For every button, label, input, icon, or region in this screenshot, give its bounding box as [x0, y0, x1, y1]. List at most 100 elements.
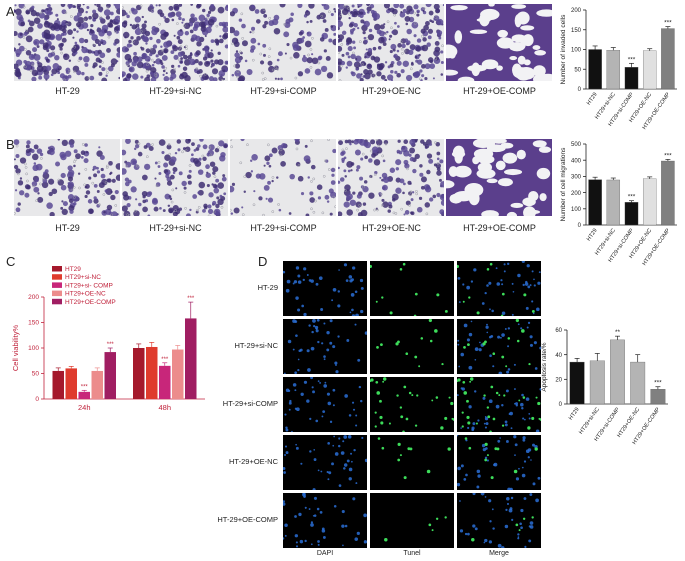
bar-D-2	[589, 360, 605, 405]
bar-A-2	[606, 50, 621, 90]
significance-label: ***	[664, 20, 672, 27]
y-tick-label: 400	[571, 158, 582, 164]
fluorescence-image-r3-c2	[370, 377, 454, 432]
invasion-image-3	[230, 4, 336, 81]
panel-a-label: A	[6, 4, 15, 19]
y-tick-label: 200	[28, 294, 39, 301]
bar-C-2-2	[146, 346, 158, 399]
bar-A-4	[642, 50, 657, 90]
legend-swatch	[52, 298, 62, 305]
bar-C-1-3	[78, 391, 90, 399]
significance-label: ***	[628, 56, 636, 63]
significance-label: ***	[107, 342, 115, 348]
legend-swatch	[52, 282, 62, 288]
panel-a-caption-3: HT-29+si-COMP	[250, 86, 317, 96]
y-tick-label: 0	[578, 223, 582, 229]
significance-label: ***	[81, 384, 89, 390]
y-tick-label: 200	[571, 8, 582, 14]
y-axis-label: Cell viability%	[11, 325, 20, 372]
panel-b-caption-5: HT-29+OE-COMP	[463, 223, 536, 233]
x-tick-label: HT29	[568, 407, 581, 422]
significance-label: ***	[664, 152, 672, 159]
fluorescence-image-r1-c1	[283, 261, 367, 316]
y-axis-label: Number of invaded cells	[560, 14, 567, 84]
chart-C: 0 50 100 150 200 *** *** 24h *** *** 48h Cell viabi…	[11, 266, 205, 412]
y-tick-label: 150	[571, 28, 582, 34]
fluorescence-image-r2-c1	[283, 319, 367, 374]
bar-C-2-5	[185, 318, 197, 399]
bar-C-1-1	[52, 370, 64, 399]
x-tick-label: 48h	[158, 403, 171, 412]
y-tick-label: 60	[555, 328, 562, 334]
y-tick-label: 0	[578, 87, 582, 93]
legend-swatch	[52, 290, 62, 297]
panel-c-label: C	[6, 254, 16, 269]
y-tick-label: 150	[28, 320, 39, 327]
migration-image-2	[122, 139, 228, 216]
invasion-image-4	[338, 4, 444, 81]
panel-a-caption-5: HT-29+OE-COMP	[463, 86, 536, 96]
panel-d-col-label-dapi: DAPI	[316, 550, 334, 557]
bar-B-4	[642, 178, 657, 226]
panel-d-row-label-1: HT-29	[257, 283, 278, 292]
bar-D-5	[650, 389, 666, 405]
fluorescence-image-r3-c3	[457, 377, 541, 432]
y-tick-label: 20	[555, 378, 562, 384]
panel-d-row-label-4: HT-29+OE-NC	[229, 457, 278, 466]
bar-D-4	[630, 361, 646, 405]
panel-b-label: B	[6, 137, 15, 152]
panel-d-col-label-tunel: Tunel	[403, 550, 421, 557]
invasion-image-5	[446, 4, 552, 81]
legend-entry: HT29+OE-COMP	[65, 299, 116, 306]
panel-d-col-label-merge: Merge	[489, 550, 509, 557]
bar-D-3	[610, 339, 625, 405]
y-tick-label: 100	[571, 207, 582, 213]
bar-C-2-1	[133, 348, 145, 399]
fluorescence-image-r4-c3	[457, 435, 541, 490]
fluorescence-image-r1-c3	[457, 261, 541, 316]
fluorescence-image-r2-c3	[457, 319, 541, 374]
legend-swatch	[52, 274, 62, 280]
bar-C-2-3	[159, 365, 171, 399]
x-tick-label: HT29	[586, 228, 599, 243]
y-tick-label: 200	[571, 191, 582, 197]
invasion-image-1	[14, 4, 120, 81]
panel-b-caption-3: HT-29+si-COMP	[250, 223, 317, 233]
panel-a-caption-1: HT-29	[55, 86, 80, 96]
chart-D: 0204060HT29HT29+si-NC**HT29+si-COMPHT29+…	[541, 328, 668, 446]
migration-image-3	[230, 139, 336, 216]
bar-A-3	[624, 67, 639, 90]
legend-swatch	[52, 266, 62, 272]
y-tick-label: 500	[571, 142, 582, 148]
legend-entry: HT29+si- COMP	[65, 282, 113, 289]
legend-entry: HT29+OE-NC	[65, 291, 106, 298]
x-tick-label: HT29+si-NC	[578, 407, 601, 436]
chart-A: 050100150200HT29HT29+si-NC***HT29+si-COM…	[560, 8, 677, 131]
bar-B-2	[606, 179, 621, 226]
bar-B-5	[661, 160, 675, 226]
y-tick-label: 50	[574, 67, 581, 73]
y-axis-label: Apoptosis rate/%	[541, 342, 548, 391]
x-tick-label: HT29	[586, 92, 599, 107]
y-tick-label: 300	[571, 175, 582, 181]
panel-d-row-label-5: HT-29+OE-COMP	[217, 515, 278, 524]
panel-a-caption-4: HT-29+OE-NC	[362, 86, 421, 96]
bar-C-1-2	[65, 368, 77, 399]
fluorescence-image-r3-c1	[283, 377, 367, 432]
significance-label: **	[615, 329, 621, 336]
panel-a-caption-2: HT-29+si-NC	[149, 86, 202, 96]
y-tick-label: 0	[35, 396, 39, 403]
y-axis-label: Number of cell migrations	[560, 147, 567, 221]
panel-b-caption-4: HT-29+OE-NC	[362, 223, 421, 233]
legend-entry: HT29	[65, 266, 81, 273]
significance-label: ***	[628, 194, 636, 201]
x-tick-label: 24h	[78, 403, 91, 412]
fluorescence-image-r1-c2	[370, 261, 454, 316]
invasion-image-2	[122, 4, 228, 81]
panel-d-label: D	[258, 254, 268, 269]
bar-A-5	[661, 28, 675, 90]
legend-entry: HT29+si-NC	[65, 274, 101, 281]
fluorescence-image-r4-c1	[283, 435, 367, 490]
